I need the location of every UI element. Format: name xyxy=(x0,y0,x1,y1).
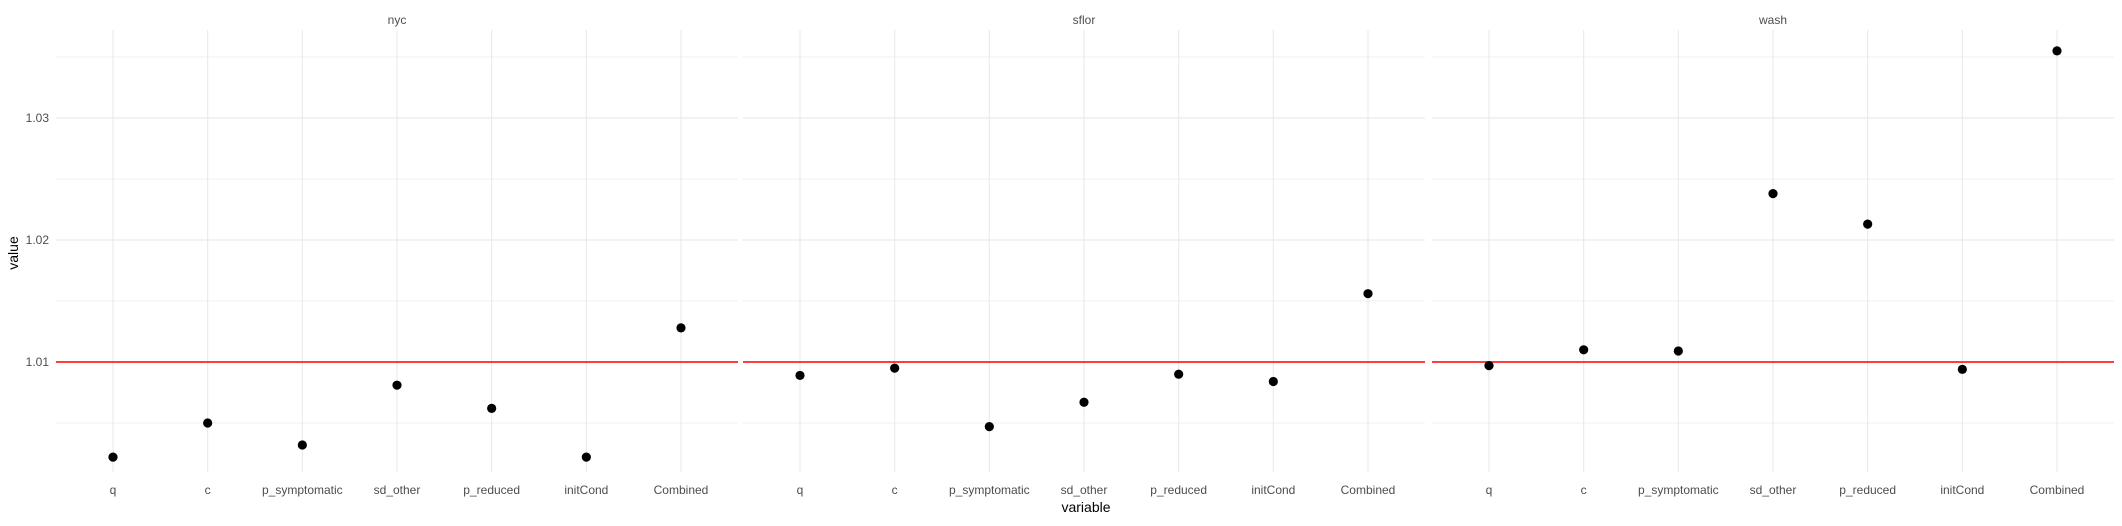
data-point-Combined xyxy=(676,323,686,333)
panel-sflor: sflor q c p_symptomatic sd_other p_reduced ini… xyxy=(743,13,1425,497)
data-point-initCond xyxy=(1268,376,1278,387)
x-axis-title: variable xyxy=(1061,499,1110,515)
x-tick-label: initCond xyxy=(564,483,608,497)
x-tick-label: sd_other xyxy=(374,483,421,497)
data-point-q xyxy=(1484,361,1494,371)
data-point-c xyxy=(890,363,900,373)
data-point-q xyxy=(795,370,805,381)
y-axis-tick-labels: 1.01 1.02 1.03 xyxy=(26,111,50,369)
y-tick-label: 1.01 xyxy=(26,355,50,369)
x-tick-label: sd_other xyxy=(1061,483,1108,497)
data-point-p_reduced xyxy=(1863,219,1873,229)
x-tick-label: q xyxy=(797,483,804,497)
data-point-p_symptomatic xyxy=(297,440,307,450)
y-tick-label: 1.03 xyxy=(26,111,50,125)
data-point-p_symptomatic xyxy=(984,422,994,432)
data-point-q xyxy=(108,452,118,462)
data-point-initCond xyxy=(1957,364,1967,374)
panel-title: sflor xyxy=(1073,13,1096,27)
data-point-c xyxy=(1579,345,1589,355)
x-tick-label: sd_other xyxy=(1750,483,1797,497)
data-point-Combined xyxy=(2052,46,2062,56)
x-tick-label: p_reduced xyxy=(463,483,520,497)
data-point-p_reduced xyxy=(487,403,497,413)
x-tick-label: c xyxy=(892,483,898,497)
x-tick-label: q xyxy=(1486,483,1493,497)
data-point-p_symptomatic xyxy=(1673,346,1683,356)
x-tick-label: c xyxy=(1581,483,1587,497)
panel-wash: wash q c p_symptomatic sd_other p_reduced init… xyxy=(1432,13,2114,497)
data-point-c xyxy=(203,418,213,428)
x-tick-label: Combined xyxy=(654,483,709,497)
x-tick-label: initCond xyxy=(1251,483,1295,497)
x-tick-label: p_reduced xyxy=(1150,483,1207,497)
data-point-sd_other xyxy=(1768,189,1778,199)
x-tick-label: Combined xyxy=(2030,483,2085,497)
x-tick-label: Combined xyxy=(1341,483,1396,497)
y-tick-label: 1.02 xyxy=(26,233,50,247)
x-tick-label: p_symptomatic xyxy=(1638,483,1719,497)
panel-title: nyc xyxy=(388,13,407,27)
data-point-p_reduced xyxy=(1174,369,1184,379)
data-point-sd_other xyxy=(392,380,402,390)
panels-layer: nyc q c p_symptomatic sd_other p_reduced initC… xyxy=(56,13,2114,497)
x-tick-label: p_symptomatic xyxy=(262,483,343,497)
x-tick-label: q xyxy=(110,483,117,497)
panel-title: wash xyxy=(1758,13,1787,27)
panel-nyc: nyc q c p_symptomatic sd_other p_reduced initC… xyxy=(56,13,738,497)
data-point-initCond xyxy=(581,452,591,462)
x-tick-label: p_reduced xyxy=(1839,483,1896,497)
x-tick-label: c xyxy=(205,483,211,497)
y-axis-title: value xyxy=(5,236,21,270)
data-point-sd_other xyxy=(1079,397,1089,407)
data-point-Combined xyxy=(1363,289,1373,299)
x-tick-label: initCond xyxy=(1940,483,1984,497)
x-tick-label: p_symptomatic xyxy=(949,483,1030,497)
